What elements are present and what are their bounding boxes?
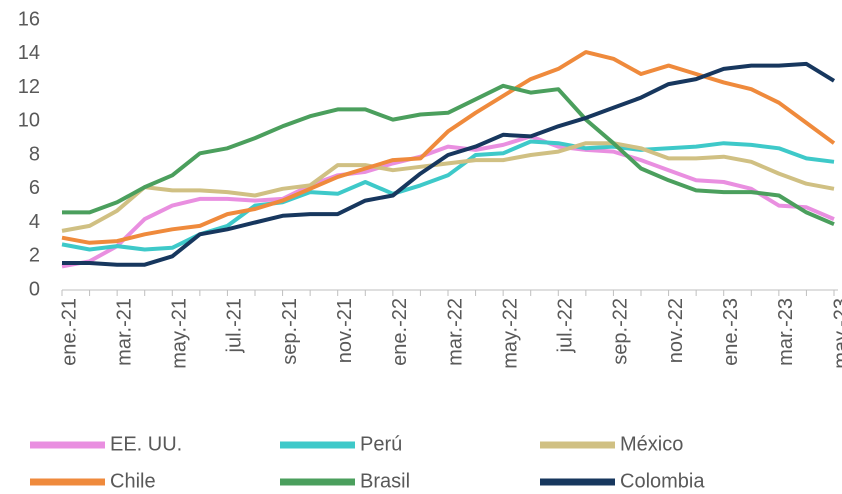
x-tick-label: mar.-23: [775, 298, 797, 366]
series-line: [61, 134, 835, 269]
x-tick-label: may.-22: [499, 298, 521, 369]
x-tick-label: jul.-21: [224, 298, 246, 353]
x-tick-label: ene.-21: [58, 298, 80, 366]
x-tick-label: may.-23: [830, 298, 842, 369]
legend-label: Brasil: [360, 470, 410, 492]
x-tick-label: nov.-22: [665, 298, 687, 363]
series-line: [61, 141, 835, 233]
x-tick-label: sep.-21: [279, 298, 301, 365]
legend-label: Colombia: [620, 470, 705, 492]
y-tick-label: 2: [29, 245, 40, 267]
y-tick-label: 0: [29, 278, 40, 300]
y-tick-label: 8: [29, 143, 40, 165]
y-tick-label: 10: [18, 110, 40, 132]
x-tick-label: ene.-23: [720, 298, 742, 366]
series-line: [61, 139, 835, 252]
y-tick-label: 14: [18, 42, 40, 64]
x-tick-label: jul.-22: [555, 298, 577, 353]
x-tick-label: ene.-22: [389, 298, 411, 366]
y-tick-label: 16: [18, 8, 40, 30]
legend-label: EE. UU.: [110, 433, 182, 455]
legend-label: Chile: [110, 470, 156, 492]
y-tick-label: 6: [29, 177, 40, 199]
series-line: [62, 61, 836, 267]
x-tick-label: may.-21: [169, 298, 191, 369]
series-line: [62, 83, 835, 227]
y-tick-label: 4: [29, 211, 40, 233]
x-tick-label: mar.-22: [444, 298, 466, 366]
legend-label: México: [620, 433, 683, 455]
legend-label: Perú: [360, 433, 402, 455]
x-tick-label: mar.-21: [113, 298, 135, 366]
x-tick-label: sep.-22: [610, 298, 632, 365]
y-tick-label: 12: [18, 76, 40, 98]
x-tick-label: nov.-21: [334, 298, 356, 363]
